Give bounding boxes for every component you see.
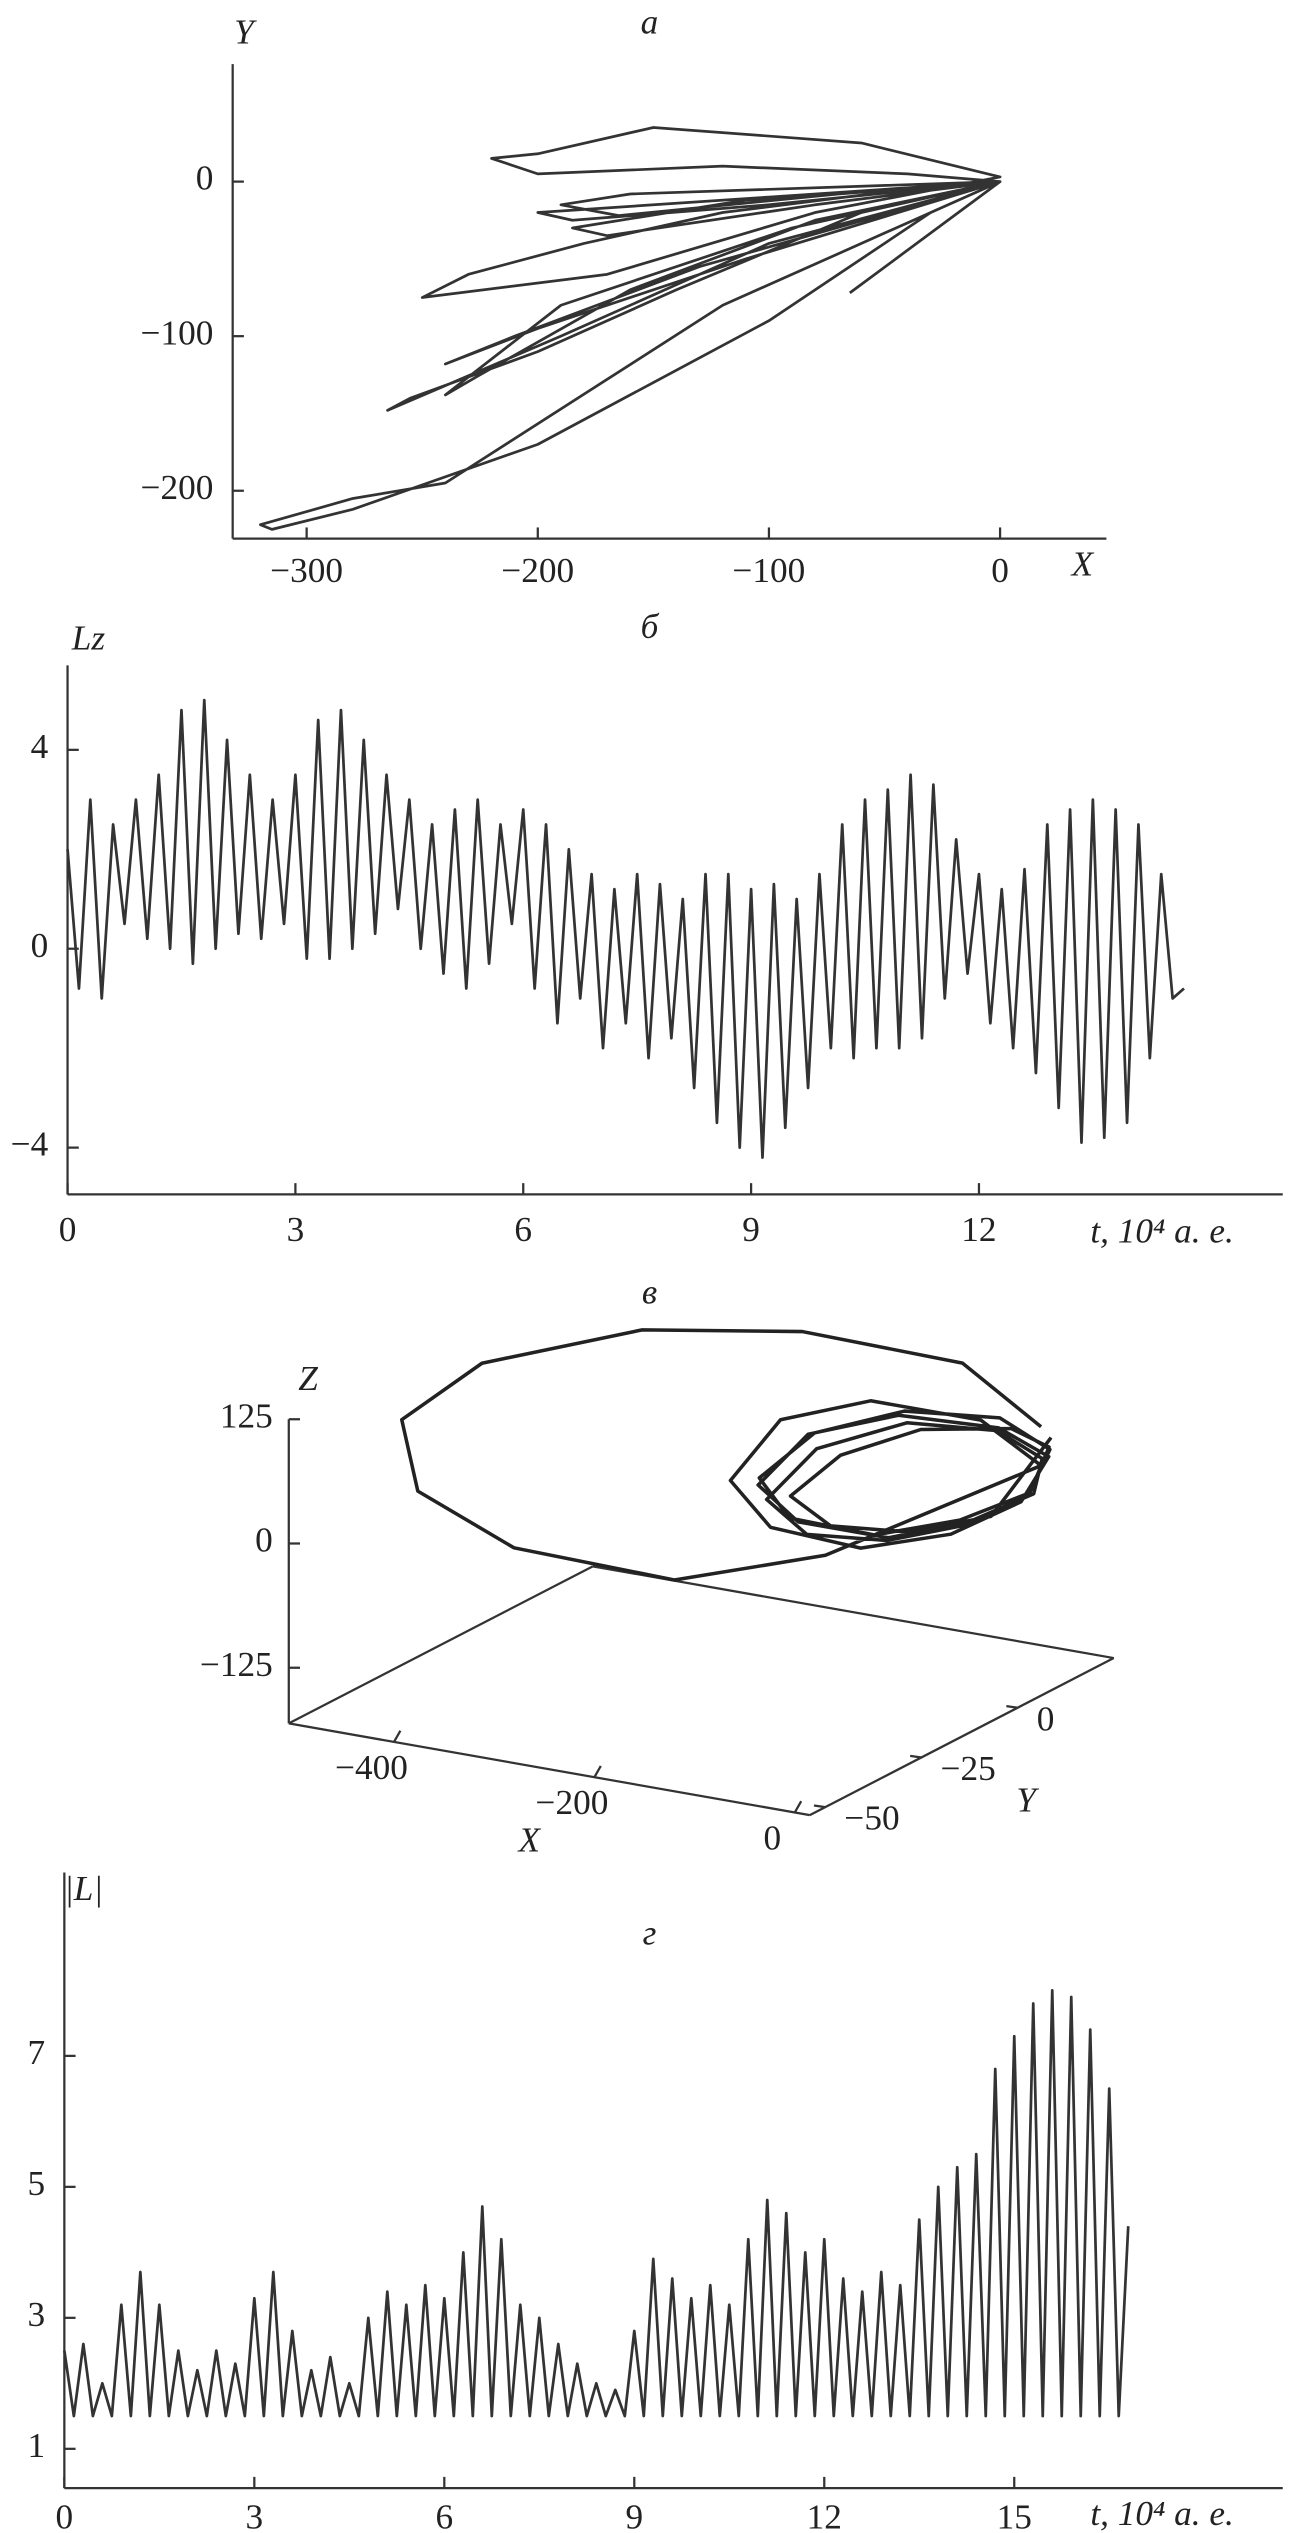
y-tick-label: 3 — [27, 2295, 45, 2334]
panel-title: г — [643, 1914, 657, 1953]
x-tick-label: 3 — [246, 2497, 264, 2533]
floor-edge — [809, 1657, 1115, 1817]
x-axis-label: X — [516, 1821, 541, 1860]
x-tick-label: 12 — [961, 1210, 996, 1249]
z-axis-label: Z — [298, 1359, 318, 1398]
x-tick-label: −200 — [536, 1783, 609, 1822]
floor-edge — [592, 1565, 1114, 1660]
panel-title: в — [642, 1272, 657, 1311]
y-tick-label: −100 — [141, 313, 214, 352]
y-tick-label: 0 — [1037, 1699, 1055, 1738]
panel-title: а — [641, 3, 659, 42]
trajectory — [399, 1328, 1053, 1582]
y-tick — [910, 1754, 922, 1759]
x-tick-label: −200 — [501, 551, 574, 590]
data-line — [66, 698, 1185, 1159]
y-tick-label: −200 — [141, 468, 214, 507]
y-tick-label: 0 — [31, 926, 49, 965]
z-tick-label: 125 — [220, 1396, 273, 1435]
x-axis-label: t, 10⁴ а. е. — [1090, 1212, 1233, 1251]
z-tick-label: −125 — [200, 1645, 273, 1684]
y-tick — [813, 1804, 826, 1809]
x-tick-label: 6 — [514, 1210, 532, 1249]
y-axis-label: Lz — [71, 618, 106, 657]
y-tick-label: 7 — [27, 2033, 45, 2072]
x-tick-label: 0 — [56, 2497, 74, 2533]
data-line — [62, 1989, 1130, 2418]
panel-title: б — [641, 607, 660, 646]
y-axis-label: Y — [1016, 1781, 1039, 1820]
z-tick-label: 0 — [255, 1521, 273, 1560]
x-tick-label: 3 — [287, 1210, 305, 1249]
x-tick-label: 9 — [742, 1210, 760, 1249]
x-tick — [793, 1800, 803, 1814]
y-tick-label: 4 — [31, 727, 49, 766]
y-axis-label: Y — [234, 12, 257, 51]
y-tick-label: 1 — [27, 2426, 45, 2465]
x-tick-label: 6 — [435, 2497, 453, 2533]
x-tick-label: −300 — [270, 551, 343, 590]
x-tick-label: 0 — [991, 551, 1009, 590]
y-tick — [1006, 1705, 1018, 1709]
x-tick — [593, 1765, 602, 1778]
floor-edge — [288, 1722, 811, 1817]
y-tick-label: −50 — [844, 1799, 899, 1838]
x-tick-label: 12 — [807, 2497, 842, 2533]
x-tick-label: 15 — [997, 2497, 1032, 2533]
y-tick-label: 5 — [27, 2164, 45, 2203]
x-tick — [393, 1730, 402, 1743]
y-tick-label: −4 — [11, 1125, 49, 1164]
y-tick-label: −25 — [941, 1749, 996, 1788]
data-line — [259, 126, 1002, 531]
x-tick-label: 9 — [625, 2497, 643, 2533]
x-tick-label: 0 — [59, 1210, 77, 1249]
x-tick-label: 0 — [764, 1818, 782, 1857]
y-tick-label: 0 — [196, 159, 214, 198]
y-axis-label: |L| — [64, 1869, 103, 1908]
x-axis-label: X — [1070, 545, 1095, 584]
x-tick-label: −100 — [733, 551, 806, 590]
x-tick-label: −400 — [335, 1748, 408, 1787]
x-axis-label: t, 10⁴ а. е. — [1090, 2494, 1233, 2533]
floor-edge — [288, 1565, 594, 1725]
